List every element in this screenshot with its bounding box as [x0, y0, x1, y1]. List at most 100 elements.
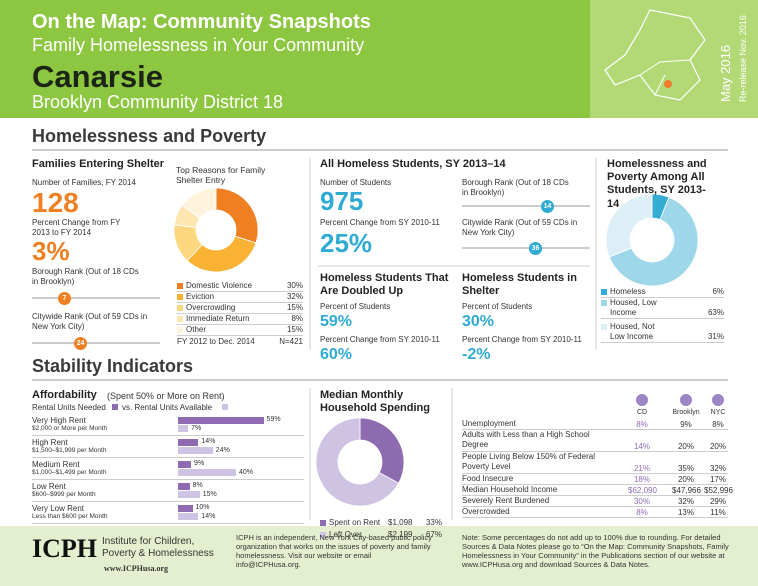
legend-rule — [177, 335, 303, 336]
legend-rule — [177, 324, 303, 325]
bar-label: 59% — [266, 416, 281, 423]
row-sublabel: $2,000 or More per Month — [32, 425, 108, 432]
column-header: CD — [636, 409, 648, 416]
donut-slice — [215, 187, 259, 244]
row-sublabel: $1,500–$1,999 per Month — [32, 447, 107, 454]
bar-label: 10% — [195, 504, 210, 511]
bar-label: 7% — [191, 425, 202, 432]
label: Percent Change from SY 2010-11 — [320, 335, 440, 344]
heading: Homelessness and Poverty Among All Stude… — [607, 158, 707, 210]
section-title: Stability Indicators — [32, 356, 194, 376]
row-sublabel: $600–$999 per Month — [32, 491, 96, 498]
bar — [178, 425, 189, 432]
legend-label: Eviction — [186, 292, 215, 301]
bar-label: 9% — [194, 460, 205, 467]
label: Borough Rank (Out of 18 CDs in Brooklyn) — [462, 178, 569, 197]
cell: 14% — [633, 442, 650, 451]
legend-label: Housed, Low Income — [610, 298, 657, 317]
row-label: Adults with Less than a High School Degr… — [462, 430, 590, 449]
legend-value: 63% — [707, 308, 724, 317]
cell: 32% — [709, 464, 726, 473]
rerelease: Re-release Nov. 2016 — [738, 15, 748, 102]
label: Percent Change from SY 2010-11 — [320, 218, 440, 227]
rank-marker: 7 — [58, 292, 71, 305]
legend-value: 31% — [707, 332, 724, 341]
legend-value: 15% — [286, 325, 303, 334]
bar-label: 40% — [239, 469, 254, 476]
legend-label: Rental Units Needed — [32, 403, 106, 412]
legend-label: Overcrowding — [186, 303, 236, 312]
row-rule — [462, 451, 728, 452]
heading: Median Monthly Household Spending — [320, 389, 430, 415]
cd-icon — [636, 394, 648, 406]
row-rule — [462, 517, 728, 518]
value: 128 — [32, 187, 79, 218]
row-rule — [462, 506, 728, 507]
map-borders — [639, 59, 691, 96]
legend-rule — [177, 313, 303, 314]
brooklyn-icon — [680, 394, 692, 406]
legend-label: Housed, Not Low Income — [610, 322, 655, 341]
bar-label: 24% — [215, 447, 230, 454]
cell: 32% — [677, 497, 694, 506]
label: Number of Students — [320, 178, 392, 187]
value: 975 — [320, 186, 364, 216]
cell: $62,090 — [628, 486, 657, 495]
about: ICPH is an independent, New York City-ba… — [236, 533, 432, 569]
cell: 8% — [636, 420, 648, 429]
row-label: Severely Rent Burdened — [462, 496, 550, 505]
bar-label: 15% — [202, 491, 217, 498]
donut-slice — [359, 417, 405, 484]
cell: 35% — [677, 464, 694, 473]
value: 3% — [32, 236, 70, 266]
value: -2% — [462, 346, 491, 363]
bar-label: 14% — [201, 513, 216, 520]
legend-swatch — [177, 294, 183, 300]
legend-value: 33% — [425, 518, 442, 527]
cell: 17% — [709, 475, 726, 484]
row-rule — [462, 495, 728, 496]
cell: 20% — [677, 442, 694, 451]
legend-label: Other — [186, 325, 207, 334]
footnote: FY 2012 to Dec. 2014 — [177, 337, 255, 346]
org-name: Institute for Children, Poverty & Homele… — [102, 536, 214, 559]
row-label: Low Rent — [32, 482, 66, 491]
row-label: Very Low Rent — [32, 504, 85, 513]
legend-label: Homeless — [610, 287, 646, 296]
district: Brooklyn Community District 18 — [32, 92, 284, 112]
row-label: Unemployment — [462, 419, 516, 428]
legend-swatch — [222, 404, 228, 410]
label: Citywide Rank (Out of 59 CDs in New York… — [32, 312, 148, 331]
cell: 13% — [677, 508, 694, 517]
subtitle: Family Homelessness in Your Community — [32, 35, 365, 55]
bar — [178, 505, 193, 512]
legend-value: 32% — [286, 292, 303, 301]
cell: 18% — [633, 475, 650, 484]
heading: All Homeless Students, SY 2013–14 — [320, 158, 506, 170]
url: www.ICPHusa.org — [104, 564, 169, 573]
section-title: Homelessness and Poverty — [32, 126, 267, 146]
title: On the Map: Community Snapshots — [32, 11, 371, 33]
value: 25% — [320, 228, 373, 258]
footnote: N=421 — [279, 337, 303, 346]
legend-swatch — [177, 316, 183, 322]
date: May 2016 — [718, 44, 733, 102]
donut-slice — [315, 417, 400, 507]
cell: $52,996 — [704, 486, 733, 495]
legend-value: 15% — [286, 303, 303, 312]
row-rule — [32, 457, 304, 458]
label: Percent Change from FY 2013 to FY 2014 — [32, 218, 121, 237]
legend-swatch — [112, 404, 118, 410]
legend-label: Domestic Violence — [186, 281, 253, 290]
bar — [178, 491, 200, 498]
row-label: Medium Rent — [32, 460, 80, 469]
row-label: Median Household Income — [462, 485, 558, 494]
donut-slice — [605, 193, 653, 258]
nyc-icon — [712, 394, 724, 406]
bar — [178, 483, 190, 490]
logo: ICPH — [32, 534, 97, 563]
heading: Top Reasons for Family Shelter Entry — [176, 165, 266, 186]
cell: 8% — [712, 420, 724, 429]
label: Citywide Rank (Out of 59 CDs in New York… — [462, 218, 578, 237]
donut-slice — [181, 187, 217, 219]
